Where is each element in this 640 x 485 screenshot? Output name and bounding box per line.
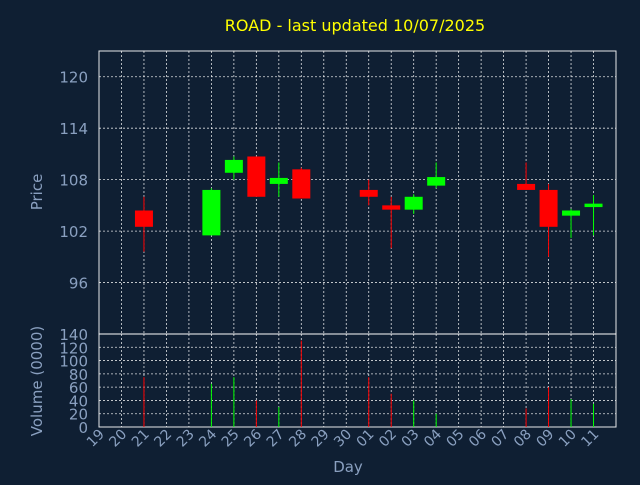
x-axis-label: Day xyxy=(333,458,363,476)
x-tick-label: 28 xyxy=(286,427,310,451)
x-tick-label: 02 xyxy=(376,427,400,451)
price-panel-frame xyxy=(98,50,617,335)
x-tick-label: 09 xyxy=(533,427,557,451)
volume-tick-label: 60 xyxy=(69,379,88,397)
x-tick-label: 22 xyxy=(151,427,175,451)
chart-title: ROAD - last updated 10/07/2025 xyxy=(225,16,485,35)
x-tick-label: 06 xyxy=(466,426,490,450)
volume-tick-label: 120 xyxy=(59,339,88,357)
x-ticks: 1920212223242526272829300102030405060708… xyxy=(84,426,602,450)
x-tick-label: 23 xyxy=(174,427,198,451)
price-tick-label: 102 xyxy=(59,223,88,241)
price-tick-label: 114 xyxy=(59,120,88,138)
candle-body xyxy=(584,203,603,208)
volume-tick-label: 0 xyxy=(78,419,88,437)
price-grid xyxy=(99,76,616,283)
candle-body xyxy=(359,189,378,197)
candle-body xyxy=(404,196,423,210)
x-tick-label: 26 xyxy=(241,426,265,450)
volume-tick-label: 100 xyxy=(59,353,88,371)
x-tick-label: 21 xyxy=(129,427,153,451)
volume-tick-label: 20 xyxy=(69,406,88,424)
price-tick-label: 120 xyxy=(59,69,88,87)
x-tick-label: 25 xyxy=(219,427,243,451)
candle-body xyxy=(382,205,401,210)
candles xyxy=(134,156,603,257)
candle-body xyxy=(562,210,581,216)
volume-tick-label: 40 xyxy=(69,392,88,410)
volume-panel-frame xyxy=(98,333,617,428)
x-tick-label: 11 xyxy=(578,427,602,451)
x-tick-label: 29 xyxy=(309,427,333,451)
x-tick-label: 01 xyxy=(354,427,378,451)
x-tick-label: 07 xyxy=(489,427,513,451)
candle-body xyxy=(202,189,221,236)
x-tick-label: 24 xyxy=(196,426,220,450)
price-axis-label: Price xyxy=(28,174,46,211)
x-tick-label: 20 xyxy=(106,427,130,451)
candle-body xyxy=(517,183,536,190)
x-grid xyxy=(121,51,594,427)
volume-grid xyxy=(99,346,616,415)
x-tick-label: 10 xyxy=(556,427,580,451)
price-tick-label: 108 xyxy=(59,172,88,190)
price-tick-label: 96 xyxy=(69,275,88,293)
candle-body xyxy=(269,177,288,184)
x-tick-label: 27 xyxy=(264,427,288,451)
candle-body xyxy=(427,177,446,186)
volume-tick-label: 80 xyxy=(69,366,88,384)
volume-axis-label: Volume (0000) xyxy=(28,326,46,436)
candle-body xyxy=(224,159,243,173)
candle-body xyxy=(539,189,558,227)
candle-body xyxy=(292,169,311,199)
candle-body xyxy=(134,210,153,227)
price-y-ticks: 96 102 108 114 120 xyxy=(59,69,88,293)
volume-bars xyxy=(143,340,595,427)
x-tick-label: 03 xyxy=(399,427,423,451)
x-tick-label: 05 xyxy=(444,427,468,451)
volume-tick-label: 140 xyxy=(59,326,88,344)
x-tick-label: 08 xyxy=(511,427,535,451)
x-tick-label: 30 xyxy=(331,427,355,451)
x-tick-label: 04 xyxy=(421,426,445,450)
candle-body xyxy=(247,156,266,197)
